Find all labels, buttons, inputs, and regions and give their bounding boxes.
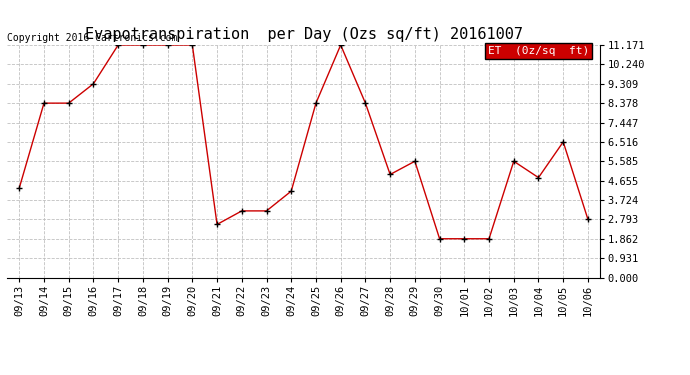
Title: Evapotranspiration  per Day (Ozs sq/ft) 20161007: Evapotranspiration per Day (Ozs sq/ft) 2…	[85, 27, 522, 42]
Text: ET  (0z/sq  ft): ET (0z/sq ft)	[488, 46, 589, 56]
Text: Copyright 2016 Cartronics.com: Copyright 2016 Cartronics.com	[7, 33, 177, 43]
